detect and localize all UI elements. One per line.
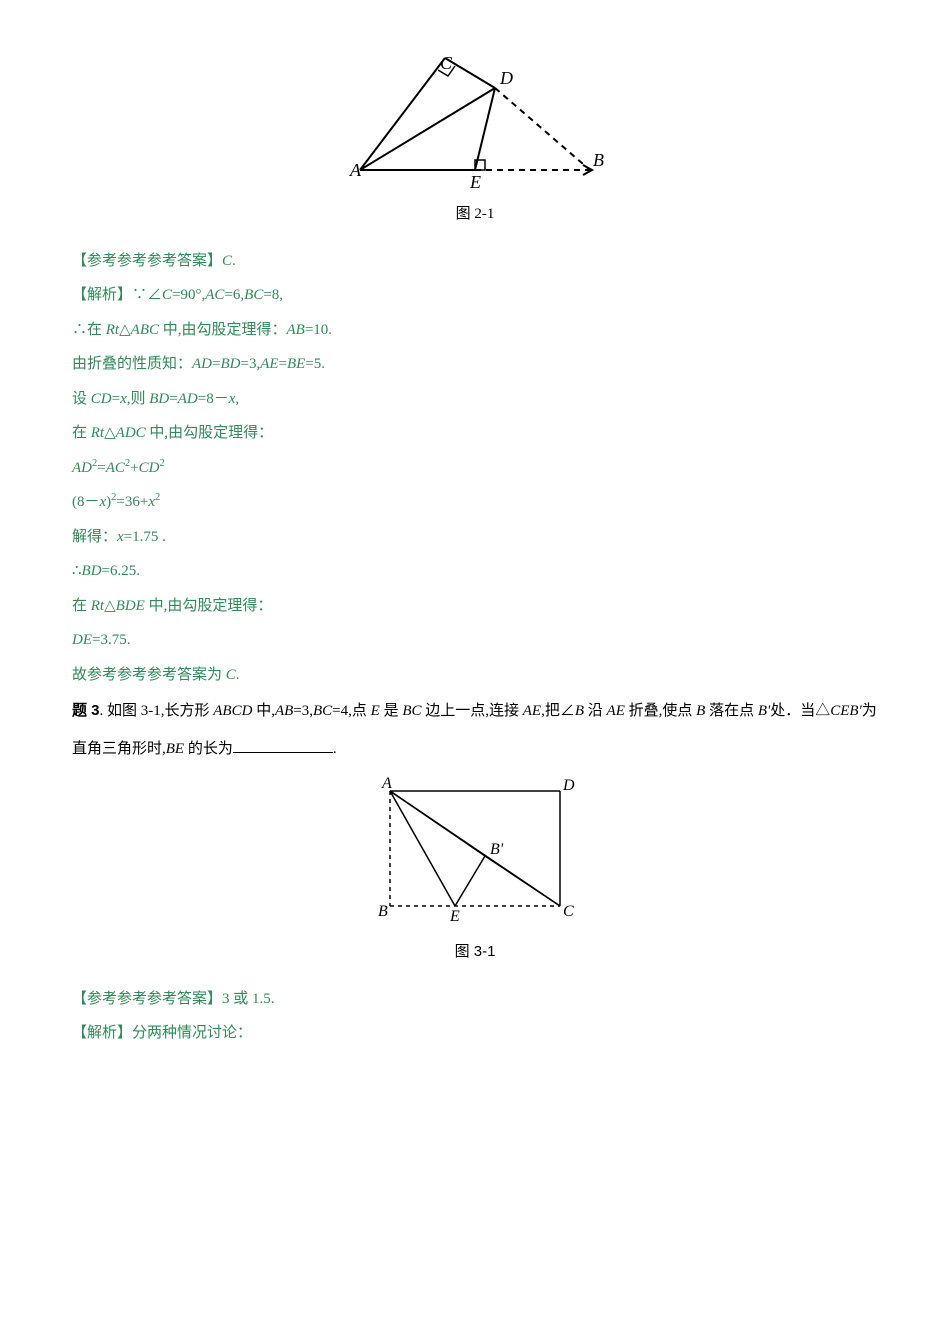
analysis-line-8: ∴BD=6.25. [72,554,878,589]
svg-text:A: A [381,776,392,792]
answer3-label: 【参考参考参考答案】 [72,991,222,1007]
answer-line: 【参考参考参考答案】C. [72,244,878,279]
analysis-label: 【解析】 [72,287,132,303]
figure-3-1: A B C D E B' 图 3-1 [72,776,878,970]
analysis-line-11: 故参考参考参考答案为 C. [72,658,878,693]
svg-text:C: C [563,903,574,920]
analysis-line-2: 由折叠的性质知：AD=BD=3,AE=BE=5. [72,347,878,382]
rectangle-diagram: A B C D E B' [360,776,590,931]
svg-text:A: A [349,160,362,180]
figure-3-1-caption: 图 3-1 [72,935,878,970]
analysis3-line: 【解析】分两种情况讨论： [72,1016,878,1051]
answer3-value: 3 或 1.5. [222,991,275,1007]
svg-text:C: C [440,53,453,73]
analysis-line-1: ∴在 Rt△ABC 中,由勾股定理得：AB=10. [72,313,878,348]
analysis-line-10: DE=3.75. [72,623,878,658]
analysis-line-5: AD2=AC2+CD2 [72,451,878,486]
svg-text:B: B [378,903,388,920]
svg-text:D: D [499,68,513,88]
analysis-line-3: 设 CD=x,则 BD=AD=8－x, [72,382,878,417]
figure-2-1: A B C D E 图 2-1 [72,48,878,232]
answer-label: 【参考参考参考答案】 [72,253,222,269]
analysis3-text: 分两种情况讨论： [132,1025,252,1041]
svg-text:B': B' [490,841,504,858]
q3-label: 题 3 [72,702,100,719]
answer-period: . [232,253,236,269]
answer3-line: 【参考参考参考答案】3 或 1.5. [72,982,878,1017]
answer-blank[interactable] [233,737,333,753]
analysis-line-9: 在 Rt△BDE 中,由勾股定理得： [72,589,878,624]
svg-text:B: B [593,150,604,170]
analysis-line-6: (8－x)2=36+x2 [72,485,878,520]
analysis-line-4: 在 Rt△ADC 中,由勾股定理得： [72,416,878,451]
question-3: 题 3. 如图 3-1,长方形 ABCD 中,AB=3,BC=4,点 E 是 B… [72,692,878,768]
triangle-diagram-1: A B C D E [345,48,605,193]
svg-text:E: E [469,172,481,192]
analysis3-label: 【解析】 [72,1025,132,1041]
analysis-line-0: 【解析】∵∠C=90°,AC=6,BC=8, [72,278,878,313]
svg-text:D: D [562,777,575,794]
answer-value: C [222,253,232,269]
analysis-line-7: 解得：x=1.75 . [72,520,878,555]
figure-2-1-caption: 图 2-1 [72,197,878,232]
svg-text:E: E [449,908,460,925]
